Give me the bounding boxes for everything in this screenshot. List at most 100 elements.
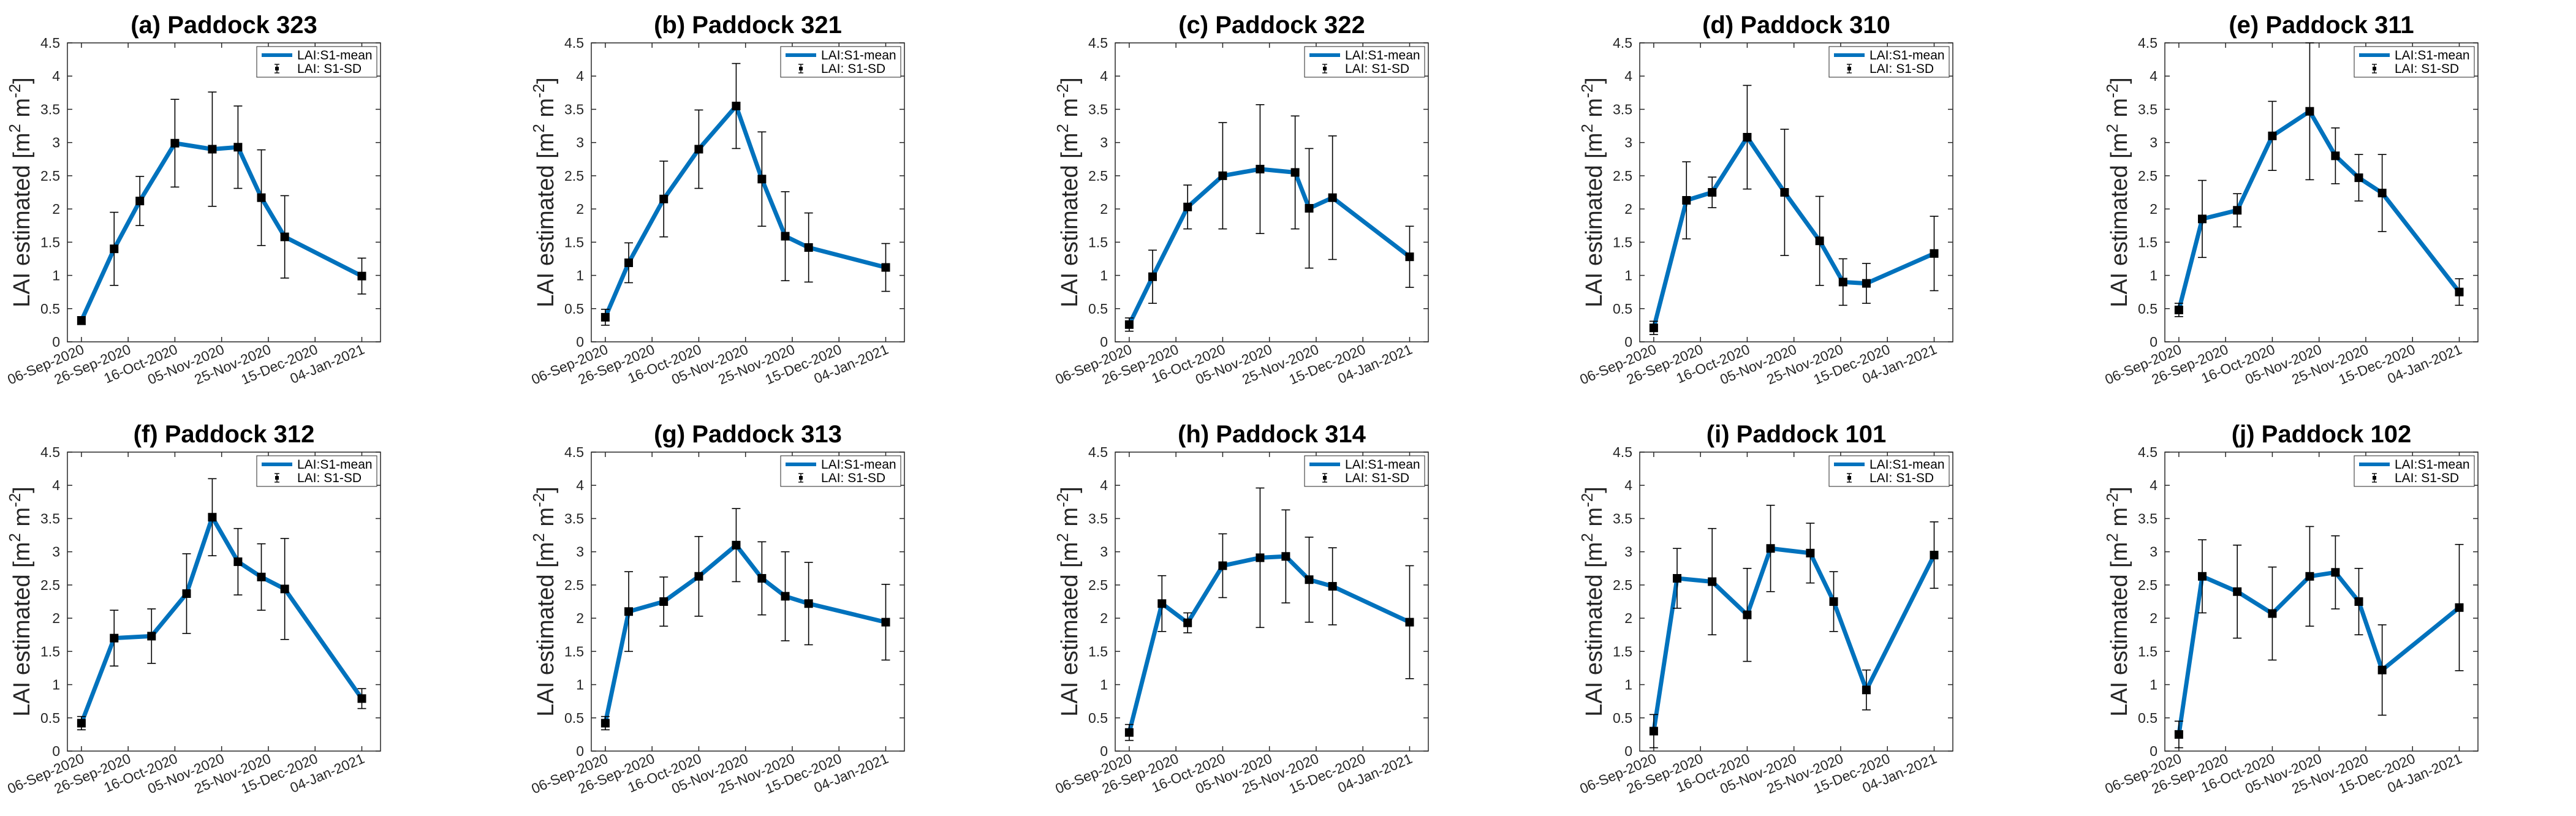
chart-title: (d) Paddock 310 <box>1702 12 1890 39</box>
data-point-marker <box>1218 171 1227 180</box>
data-point-marker <box>1328 582 1337 591</box>
y-axis-label: LAI estimated [m2 m-2] <box>6 77 35 308</box>
data-point-marker <box>694 145 703 154</box>
data-point-marker <box>1673 574 1682 583</box>
data-point-marker <box>732 540 741 550</box>
data-point-marker <box>2233 206 2242 215</box>
data-point-marker <box>1290 168 1300 177</box>
data-point-marker <box>659 194 669 203</box>
y-tick-label: 0.5 <box>40 710 60 726</box>
y-axis-label-part: m <box>1057 507 1083 533</box>
chart-panel: 00.511.522.533.544.506-Sep-202026-Sep-20… <box>2102 421 2479 797</box>
data-point-marker <box>1305 204 1314 213</box>
y-axis-label-part: m <box>1057 98 1083 124</box>
y-tick-label: 3 <box>1100 544 1108 560</box>
y-axis-label: LAI estimated [m2 m-2] <box>529 486 559 717</box>
y-tick-label: 2 <box>2150 201 2157 217</box>
y-tick-label: 2 <box>1100 610 1108 626</box>
y-tick-label: 1.5 <box>2138 234 2157 250</box>
y-axis-label-part: 2 <box>6 124 24 132</box>
chart-panel: 00.511.522.533.544.506-Sep-202026-Sep-20… <box>5 421 381 797</box>
data-point-marker <box>2305 107 2314 116</box>
data-point-marker <box>77 316 86 325</box>
legend-entry-mean: LAI:S1-mean <box>2395 458 2470 472</box>
legend-entry-sd: LAI: S1-SD <box>1869 62 1934 76</box>
data-point-marker <box>135 197 145 206</box>
y-axis-label-part: m <box>9 98 35 124</box>
y-tick-label: 4.5 <box>1613 35 1632 51</box>
y-tick-label: 0 <box>1624 334 1632 350</box>
y-tick-label: 4 <box>576 477 584 493</box>
data-point-marker <box>804 243 813 252</box>
y-tick-label: 3 <box>576 544 584 560</box>
y-axis-label-part: ] <box>1582 77 1607 84</box>
data-point-marker <box>1281 552 1290 561</box>
legend-entry-sd: LAI: S1-SD <box>297 471 362 485</box>
data-point-marker <box>1157 599 1167 608</box>
data-point-marker <box>1930 249 1939 258</box>
y-tick-label: 4 <box>1624 477 1632 493</box>
data-point-marker <box>77 719 86 728</box>
y-tick-label: 3.5 <box>1613 101 1632 117</box>
y-axis-label-part: 2 <box>6 533 24 542</box>
data-point-marker <box>1806 548 1815 557</box>
y-axis-label-part: 2 <box>529 533 548 542</box>
legend-entry-mean: LAI:S1-mean <box>1345 48 1420 62</box>
legend-entry-mean: LAI:S1-mean <box>1345 458 1420 472</box>
data-point-marker <box>1682 196 1691 205</box>
y-tick-label: 0 <box>1100 334 1108 350</box>
y-tick-label: 2 <box>2150 610 2157 626</box>
y-tick-label: 2.5 <box>1088 168 1108 184</box>
data-point-marker <box>1862 686 1871 695</box>
y-axis-label-part: ] <box>2107 486 2132 493</box>
plot-area <box>67 451 381 752</box>
y-tick-label: 2.5 <box>2138 168 2157 184</box>
y-tick-label: 4.5 <box>1613 444 1632 460</box>
y-tick-label: 1 <box>1624 268 1632 284</box>
y-axis-label-part: LAI estimated [m <box>2107 133 2132 308</box>
y-axis-label: LAI estimated [m2 m-2] <box>1053 77 1083 308</box>
legend-entry-mean: LAI:S1-mean <box>1869 48 1945 62</box>
y-tick-label: 2.5 <box>40 577 60 593</box>
legend-marker-swatch <box>2373 476 2376 480</box>
y-tick-label: 2 <box>1100 201 1108 217</box>
legend-entry-sd: LAI: S1-SD <box>821 62 885 76</box>
data-point-marker <box>2233 587 2242 596</box>
data-point-marker <box>781 232 790 241</box>
y-tick-label: 3.5 <box>2138 101 2157 117</box>
y-tick-label: 0 <box>52 743 60 759</box>
data-point-marker <box>147 632 156 641</box>
data-point-marker <box>2377 665 2387 674</box>
y-tick-label: 4.5 <box>564 444 584 460</box>
data-point-marker <box>2354 173 2363 183</box>
data-point-marker <box>257 572 266 581</box>
data-point-marker <box>2268 609 2277 618</box>
y-tick-label: 1 <box>1100 268 1108 284</box>
data-point-marker <box>1766 544 1775 553</box>
chart-panel: 00.511.522.533.544.506-Sep-202026-Sep-20… <box>529 421 905 797</box>
chart-panel: 00.511.522.533.544.506-Sep-202026-Sep-20… <box>1053 421 1429 797</box>
y-axis-label-part: LAI estimated [m <box>1057 542 1083 717</box>
legend-entry-mean: LAI:S1-mean <box>821 458 896 472</box>
y-tick-label: 4 <box>2150 68 2157 84</box>
y-tick-label: 0.5 <box>564 710 584 726</box>
data-point-marker <box>1305 575 1314 584</box>
chart-title: (a) Paddock 323 <box>131 12 317 39</box>
y-tick-label: 2.5 <box>1613 577 1632 593</box>
y-tick-label: 1.5 <box>564 234 584 250</box>
data-point-marker <box>1649 323 1658 333</box>
data-point-marker <box>2174 730 2183 739</box>
data-point-marker <box>170 138 180 148</box>
y-axis-label-part: LAI estimated [m <box>1582 542 1607 717</box>
y-tick-label: 1.5 <box>1613 643 1632 659</box>
legend-entry-sd: LAI: S1-SD <box>1345 471 1409 485</box>
chart-title: (c) Paddock 322 <box>1178 12 1365 39</box>
legend-entry-sd: LAI: S1-SD <box>2395 62 2459 76</box>
data-point-marker <box>2198 572 2207 581</box>
y-tick-label: 1.5 <box>1088 234 1108 250</box>
